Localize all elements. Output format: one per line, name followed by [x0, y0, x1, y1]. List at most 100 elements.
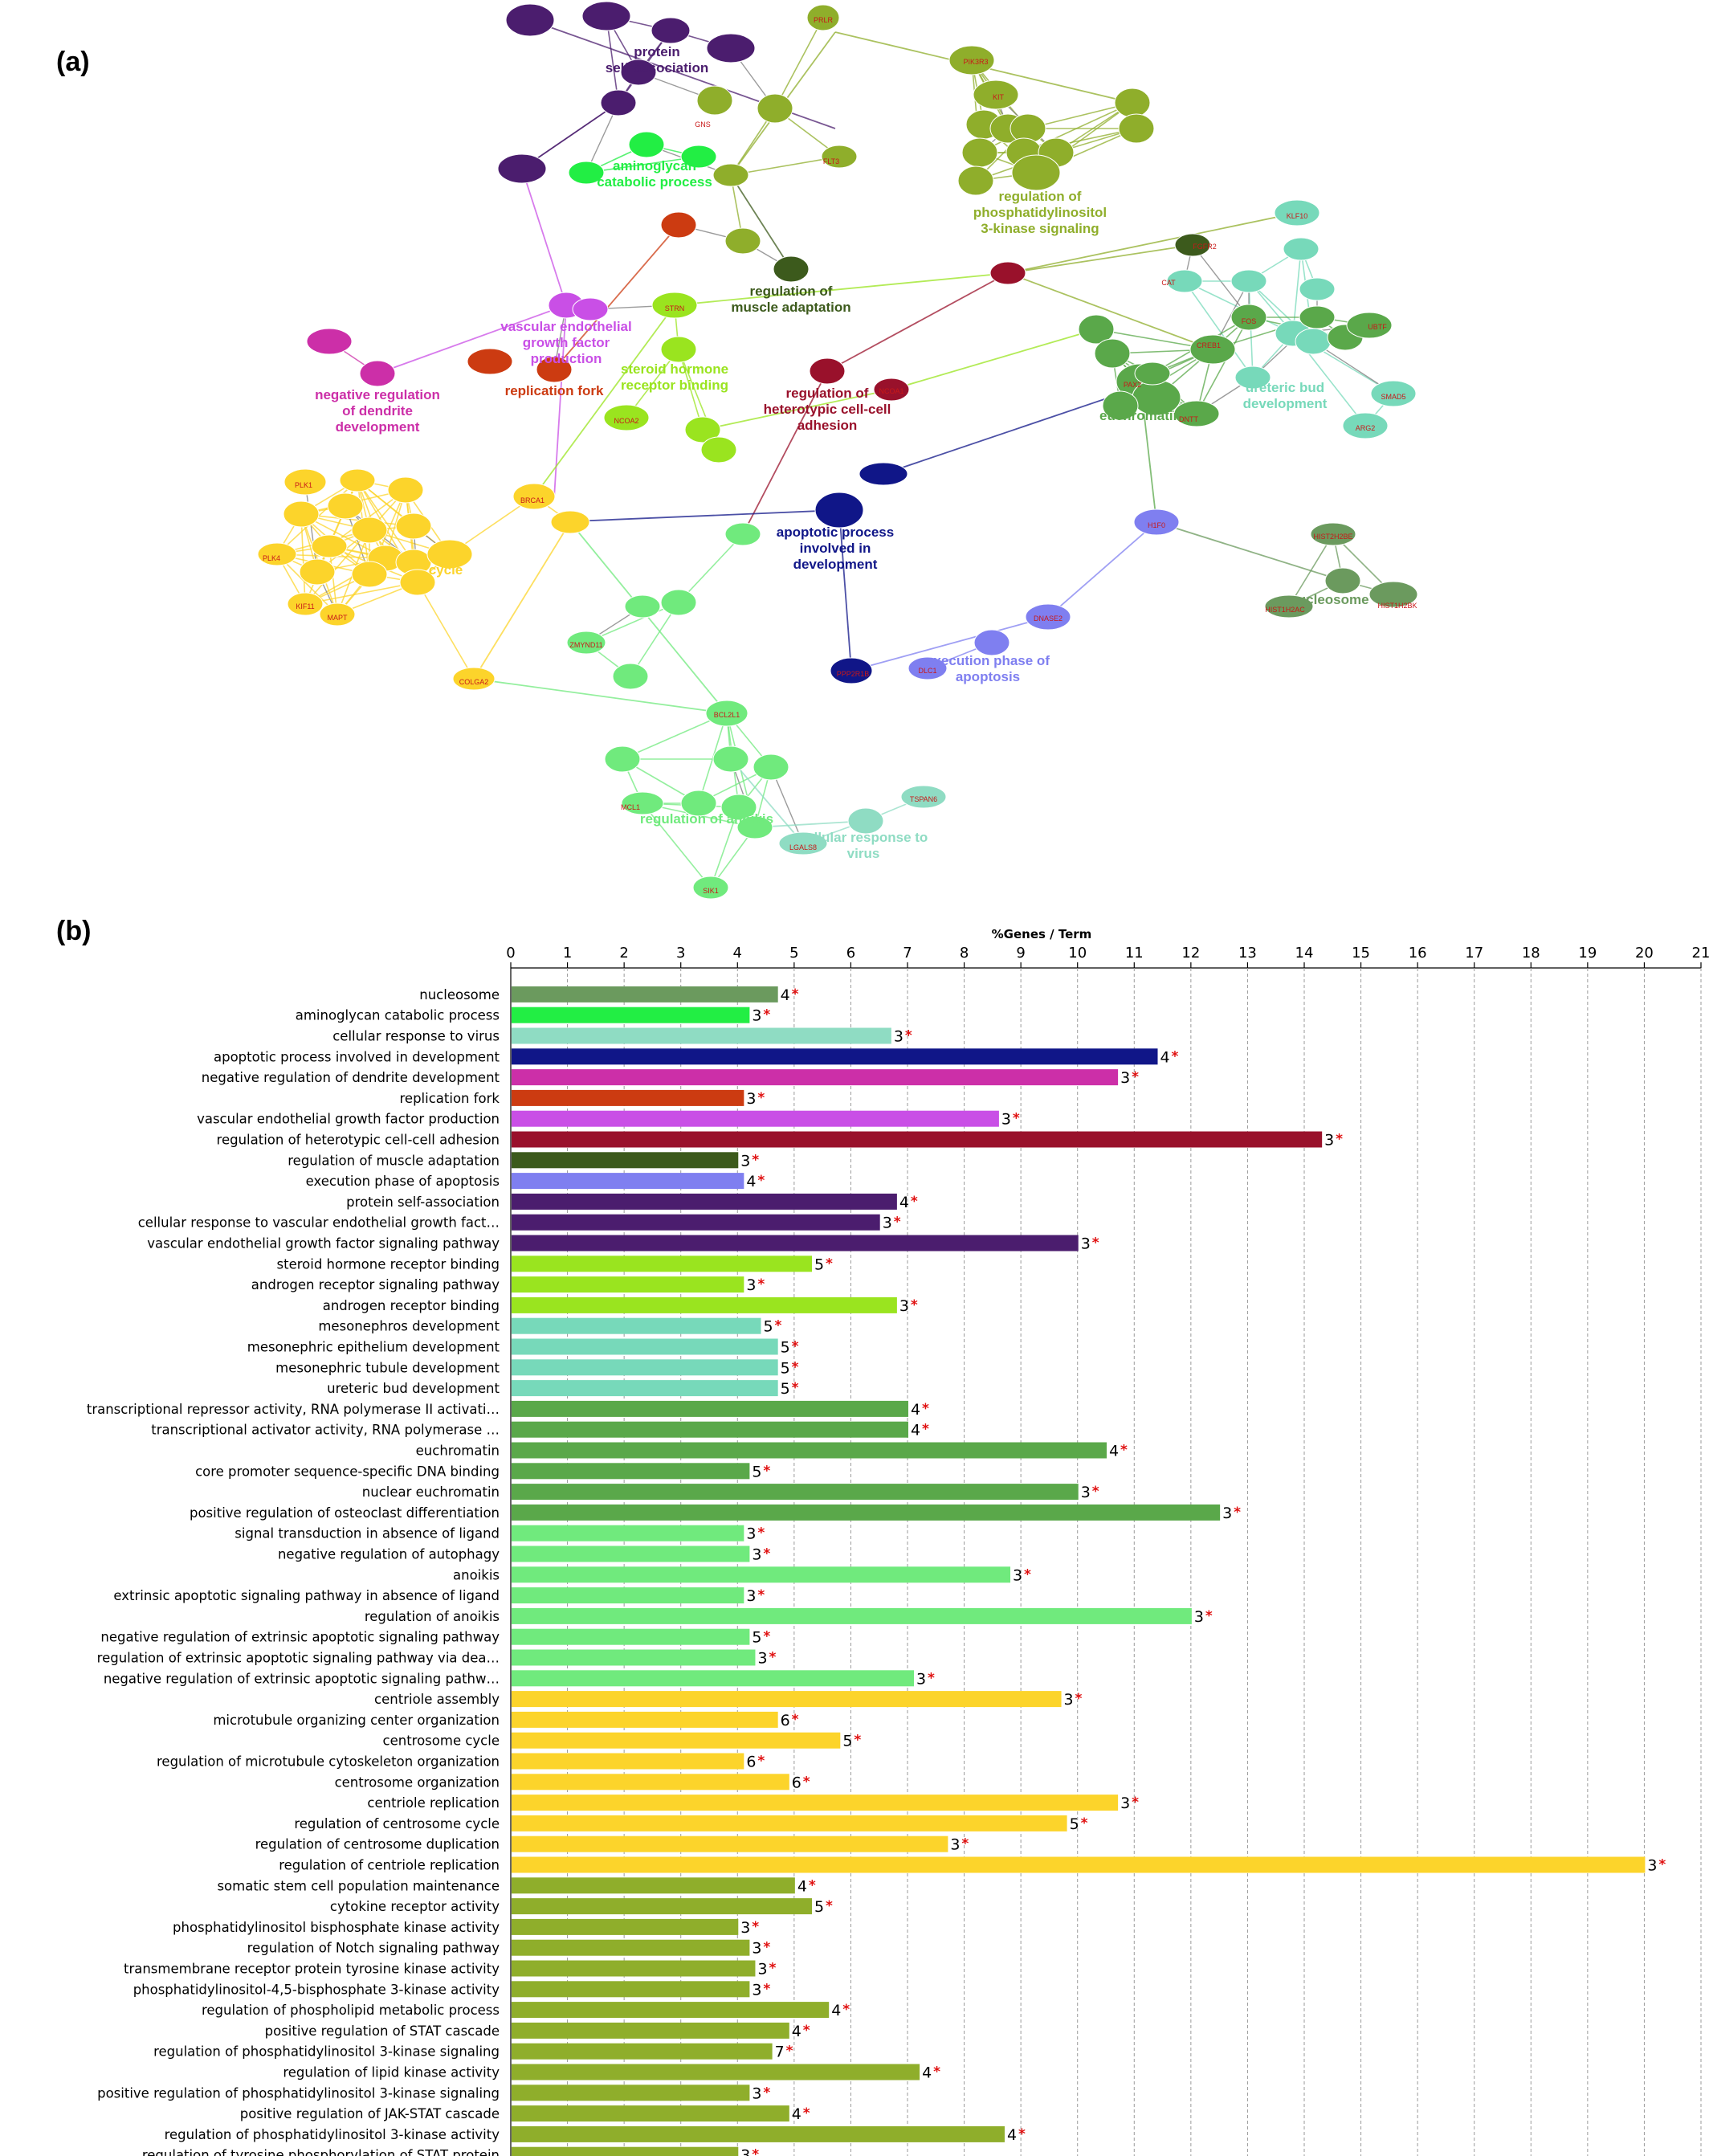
bar-gene-count: 4 [746, 1173, 756, 1190]
network-node [696, 85, 733, 116]
significance-star: * [1024, 1566, 1031, 1582]
network-node [1346, 312, 1393, 339]
network-edge [754, 820, 867, 828]
network-node [859, 462, 908, 486]
network-node [773, 255, 810, 283]
network-node [1368, 581, 1418, 608]
network-edge [473, 678, 728, 714]
x-tick-label: 14 [1295, 945, 1314, 962]
network-term-label: development [793, 557, 878, 572]
network-node [306, 328, 353, 355]
bar-gene-count: 3 [1647, 1857, 1657, 1875]
network-edge [710, 806, 740, 888]
bar-gene-count: 3 [950, 1836, 960, 1854]
bar [512, 1007, 750, 1023]
bar [512, 1359, 778, 1376]
network-term-label: apoptotic process [777, 525, 894, 540]
x-tick-label: 2 [619, 945, 628, 962]
bar [512, 2146, 739, 2156]
network-node [1094, 338, 1131, 369]
significance-star: * [1658, 1857, 1666, 1873]
significance-star: * [826, 1898, 833, 1914]
network-edge [357, 480, 414, 563]
bar-gene-count: 3 [740, 2147, 750, 2156]
significance-star: * [1120, 1443, 1128, 1459]
bar-gene-count: 3 [752, 1981, 761, 1999]
significance-star: * [1234, 1505, 1241, 1521]
gene-label: SIK1 [703, 887, 719, 895]
x-tick-label: 19 [1578, 945, 1597, 962]
network-node [387, 476, 424, 504]
network-node [550, 510, 590, 534]
network-edge [674, 272, 1009, 306]
network-node [660, 211, 697, 239]
significance-star: * [763, 2085, 770, 2101]
bar-gene-count: 4 [911, 1422, 920, 1439]
bar-gene-count: 4 [792, 2105, 801, 2123]
network-edge [730, 156, 840, 176]
network-node [753, 753, 789, 781]
bar-term-label: mesonephros development [318, 1319, 500, 1334]
significance-star: * [752, 1919, 759, 1935]
bar-term-label: negative regulation of dendrite developm… [202, 1070, 500, 1085]
x-tick-label: 9 [1016, 945, 1025, 962]
bar-term-label: replication fork [400, 1091, 500, 1106]
network-edge [770, 766, 804, 844]
network-node [1370, 380, 1417, 407]
network-node [257, 542, 297, 566]
bar-gene-count: 3 [1324, 1132, 1334, 1149]
bar-term-label: vascular endothelial growth factor signa… [147, 1236, 500, 1252]
bar-gene-count: 3 [916, 1670, 926, 1688]
network-term-label: regulation of [786, 386, 869, 401]
significance-star: * [961, 1836, 969, 1852]
bar-term-label: protein self-association [346, 1194, 500, 1210]
significance-star: * [1205, 1608, 1213, 1624]
network-node [736, 815, 773, 839]
network-term-label: regulation of anoikis [640, 811, 773, 827]
network-edge [1007, 212, 1298, 274]
bar [512, 2022, 789, 2039]
gene-label: FLT3 [823, 157, 839, 165]
bar [512, 1691, 1062, 1708]
network-term-label: steroid hormone [621, 361, 728, 377]
bar-term-label: regulation of centrosome duplication [255, 1837, 500, 1852]
network-edge [377, 304, 567, 374]
network-node [809, 357, 846, 385]
network-edge [569, 521, 728, 714]
network-term-label: ureteric bud [1246, 380, 1324, 395]
bar-term-label: centrosome organization [335, 1774, 500, 1790]
network-edge [742, 370, 828, 535]
network-edge [553, 509, 840, 523]
bar-gene-count: 6 [781, 1712, 790, 1729]
gene-label: MAPT [327, 614, 348, 622]
network-term-label: 3-kinase signaling [981, 221, 1099, 236]
significance-star: * [1013, 1111, 1020, 1127]
bar-term-label: signal transduction in absence of ligand [235, 1526, 500, 1541]
significance-star: * [786, 2044, 793, 2060]
network-node [399, 569, 436, 596]
significance-star: * [757, 1173, 765, 1189]
bar-term-label: phosphatidylinositol bisphosphate kinase… [173, 1920, 500, 1935]
network-node [311, 534, 348, 558]
network-node [1134, 361, 1171, 386]
bar-term-label: negative regulation of extrinsic apoptot… [104, 1671, 500, 1686]
bar-gene-count: 4 [792, 2023, 801, 2040]
network-node [989, 261, 1026, 285]
gene-label: HIST1H2BK [1377, 602, 1417, 610]
gene-label: DNTT [1179, 415, 1198, 423]
bar [512, 1235, 1079, 1252]
network-edge [678, 349, 704, 431]
network-node [603, 404, 650, 431]
network-node [568, 161, 605, 185]
network-term-label: phosphatidylinositol [973, 205, 1107, 220]
gene-label: HIST2H2BE [1313, 533, 1352, 541]
network-edge [304, 582, 418, 605]
network-node [847, 807, 884, 835]
gene-label: UBTF [1368, 323, 1387, 331]
network-node [1166, 269, 1203, 293]
network-node [684, 416, 721, 443]
network-term-label: involved in [800, 541, 871, 556]
network-term-label: muscle adaptation [731, 300, 850, 315]
bar-term-label: regulation of microtubule cytoskeleton o… [157, 1754, 500, 1770]
